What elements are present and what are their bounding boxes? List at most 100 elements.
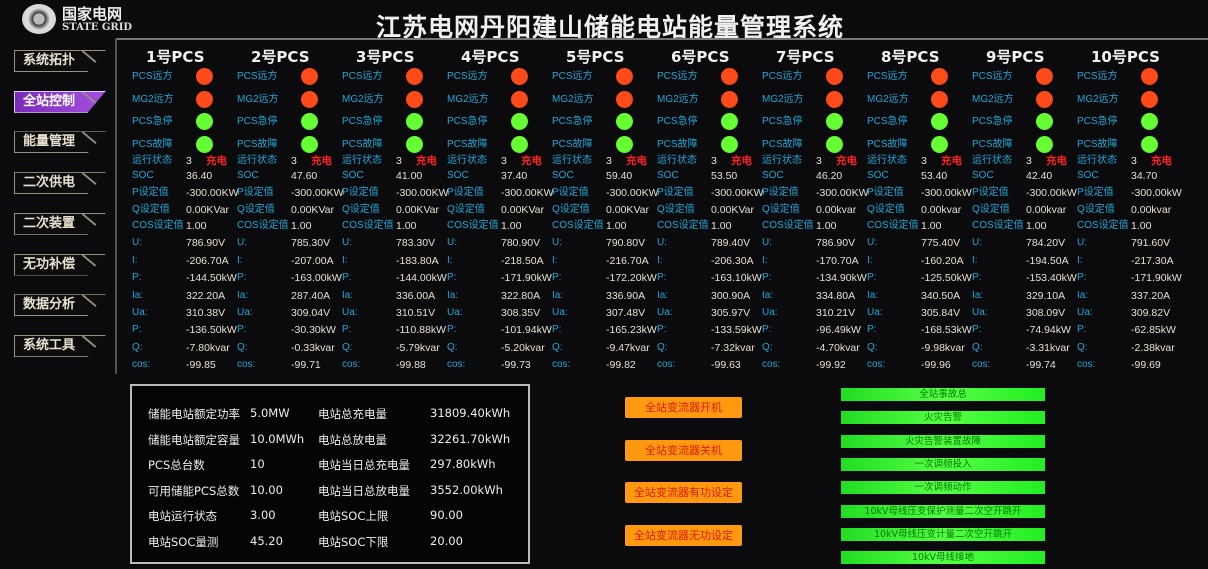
field-label: Q设定值	[1077, 204, 1115, 215]
pcs-title: 4号PCS	[461, 48, 520, 66]
field-label: Ua:	[972, 307, 988, 318]
field-label: P:	[657, 324, 667, 335]
sidebar-item[interactable]: 系统拓扑	[14, 50, 106, 72]
sidebar-item[interactable]: 数据分析	[14, 294, 106, 317]
field-value-cos-set: 1.00	[186, 220, 207, 232]
status-led-icon	[406, 113, 423, 130]
field-value-p2: -168.53kW	[921, 324, 972, 336]
field-value-q: -7.80kvar	[186, 342, 230, 354]
sidebar-item[interactable]: 能量管理	[14, 131, 106, 154]
field-label: P设定值	[972, 187, 1009, 198]
control-button[interactable]: 全站变流器有功设定	[625, 482, 742, 503]
alarm-indicator: 火灾告警	[841, 411, 1045, 425]
field-label: P:	[447, 272, 457, 283]
field-value-p2: -74.94kW	[1026, 324, 1071, 336]
sidebar-item[interactable]: 二次装置	[14, 212, 106, 235]
field-value-p2: -62.85kW	[1131, 324, 1176, 336]
status-label: PCS故障	[762, 139, 803, 150]
status-label: PCS远方	[447, 71, 488, 82]
field-label: U:	[552, 237, 562, 248]
status-led-icon	[511, 91, 528, 108]
field-value-u: 785.30V	[291, 237, 331, 249]
status-label: MG2远方	[867, 94, 909, 105]
field-value-ia: 329.10A	[1026, 290, 1066, 302]
run-state-label: 运行状态	[132, 155, 172, 166]
field-value-p-set: -300.00KW	[816, 187, 869, 199]
field-value-soc: 36.40	[186, 170, 213, 182]
field-label: P:	[867, 324, 877, 335]
field-value-i: -217.30A	[1131, 255, 1174, 267]
field-label: U:	[657, 237, 667, 248]
field-value-p-set: -300.00KW	[711, 187, 764, 199]
status-led-icon	[196, 113, 213, 130]
sidebar-item[interactable]: 全站控制	[14, 90, 106, 113]
field-label: Ia:	[972, 290, 984, 301]
field-label: U:	[972, 237, 982, 248]
pcs-column: 1号PCS PCS远方 MG2远方 PCS急停 PCS故障 运行状态 3 充电 SOC 36.40…	[128, 44, 239, 374]
info-value: 20.00	[430, 533, 463, 548]
page-title: 江苏电网丹阳建山储能电站能量管理系统	[375, 13, 844, 42]
status-led-icon	[196, 136, 213, 153]
control-button[interactable]: 全站变流器无功设定	[625, 524, 742, 546]
field-label: SOC	[867, 170, 889, 181]
sidebar-item[interactable]: 无功补偿	[14, 253, 106, 276]
field-label: cos:	[972, 359, 991, 370]
pcs-title: 7号PCS	[776, 48, 835, 66]
status-label: PCS急停	[972, 116, 1013, 127]
field-label: Q:	[342, 342, 353, 353]
status-label: PCS急停	[552, 116, 593, 127]
station-info-box: 储能电站额定功率 5.0MW 储能电站额定容量 10.0MWh PCS总台数 10 可用储能…	[130, 384, 530, 564]
field-label: COS设定值	[552, 220, 604, 231]
field-value-ua: 310.38V	[186, 307, 226, 319]
sidebar-item[interactable]: 系统工具	[14, 334, 106, 357]
control-button[interactable]: 全站变流器关机	[625, 439, 742, 461]
status-label: PCS故障	[342, 139, 383, 150]
alarm-indicator: 全站事故总	[841, 388, 1045, 401]
field-value-cos: -99.63	[711, 359, 741, 371]
status-label: PCS远方	[657, 71, 698, 82]
field-value-q: -5.20kvar	[501, 342, 545, 354]
pcs-column: 9号PCS PCS远方 MG2远方 PCS急停 PCS故障 运行状态 3 充电 SOC 42.40…	[968, 44, 1077, 374]
run-state-value: 3	[711, 155, 717, 167]
field-value-q-set: 0.00kvar	[1131, 204, 1172, 216]
field-value-p: -125.50kW	[921, 272, 972, 284]
field-label: I:	[867, 255, 873, 266]
field-value-soc: 47.60	[291, 170, 318, 182]
run-state-label: 运行状态	[1077, 155, 1117, 166]
field-label: U:	[237, 237, 247, 248]
field-label: Q:	[762, 342, 773, 353]
field-value-soc: 42.40	[1026, 170, 1053, 182]
field-value-cos: -99.71	[291, 359, 321, 371]
status-label: PCS故障	[552, 139, 593, 150]
field-label: P设定值	[447, 187, 484, 198]
field-value-ia: 300.90A	[711, 290, 751, 302]
field-value-p-set: -300.00KW	[291, 187, 344, 199]
field-label: SOC	[657, 170, 679, 181]
field-value-q: -2.38kvar	[1131, 342, 1175, 354]
field-label: Q设定值	[972, 204, 1010, 215]
field-label: Q:	[132, 342, 143, 353]
field-label: Q设定值	[867, 204, 905, 215]
field-value-ia: 334.80A	[816, 290, 856, 302]
alarm-indicator: 10kV母线接地	[841, 551, 1045, 565]
field-value-ua: 308.09V	[1026, 307, 1066, 319]
field-label: U:	[762, 237, 772, 248]
status-led-icon	[931, 91, 948, 108]
status-led-icon	[616, 113, 633, 130]
field-label: P:	[867, 272, 877, 283]
pcs-title: 6号PCS	[671, 48, 730, 66]
field-label: Ia:	[132, 290, 144, 301]
sidebar-item[interactable]: 二次供电	[14, 172, 106, 195]
field-label: Q:	[972, 342, 983, 353]
run-state-label: 运行状态	[552, 155, 592, 166]
field-label: SOC	[132, 170, 154, 181]
field-label: Ia:	[552, 290, 564, 301]
status-led-icon	[301, 68, 318, 85]
field-value-q-set: 0.00KVar	[606, 204, 649, 216]
field-value-p2: -165.23kW	[606, 324, 657, 336]
field-label: SOC	[1077, 170, 1099, 181]
status-label: MG2远方	[447, 94, 489, 105]
control-button[interactable]: 全站变流器开机	[625, 397, 742, 418]
status-label: PCS故障	[447, 139, 488, 150]
pcs-column: 5号PCS PCS远方 MG2远方 PCS急停 PCS故障 运行状态 3 充电 SOC 59.40…	[548, 44, 659, 374]
